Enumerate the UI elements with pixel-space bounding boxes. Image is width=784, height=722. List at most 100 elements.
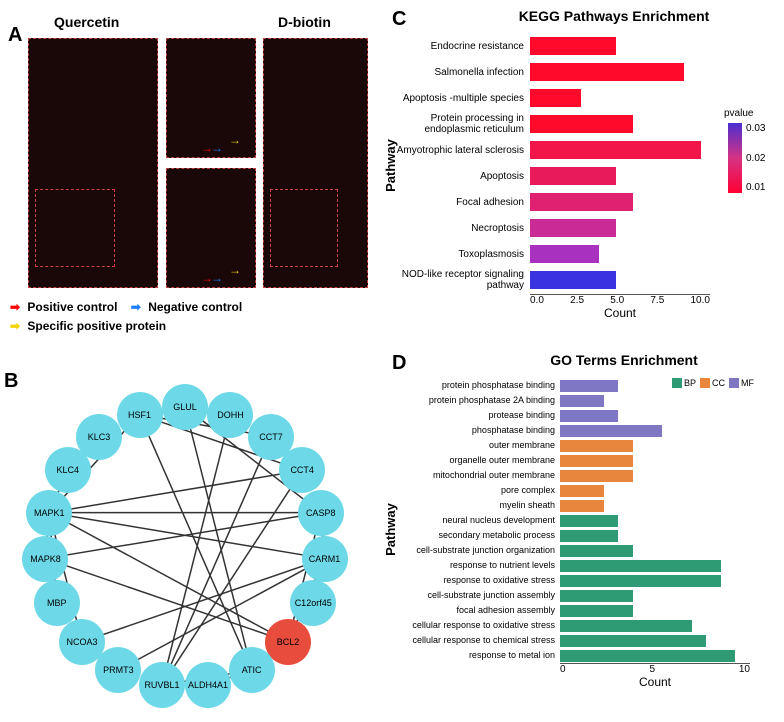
kegg-bar	[530, 271, 616, 289]
kegg-bar	[530, 167, 616, 185]
node-atic: ATIC	[229, 647, 275, 693]
go-label: neural nucleus development	[392, 516, 560, 525]
panel-d-title: GO Terms Enrichment	[472, 352, 776, 368]
kegg-bar	[530, 193, 633, 211]
panel-a-label: A	[8, 24, 22, 47]
node-mapk1: MAPK1	[26, 490, 72, 536]
panel-d-xlabel: Count	[560, 675, 750, 689]
network-diagram: GLULDOHHCCT7CCT4CASP8CARM1C12orf45BCL2AT…	[10, 380, 360, 710]
pvalue-gradient	[728, 123, 742, 193]
kegg-xaxis: 0.02.55.07.510.0	[530, 294, 710, 306]
kegg-bar	[530, 37, 616, 55]
node-carm1: CARM1	[302, 536, 348, 582]
go-bar	[560, 455, 633, 467]
panel-c: C KEGG Pathways Enrichment Pathway Endoc…	[392, 8, 776, 338]
kegg-label: Apoptosis	[392, 171, 530, 182]
node-hsf1: HSF1	[117, 392, 163, 438]
go-bar	[560, 635, 706, 647]
go-bar	[560, 515, 618, 527]
kegg-label: Apoptosis -multiple species	[392, 93, 530, 104]
node-mbp: MBP	[34, 580, 80, 626]
go-label: protein phosphatase binding	[392, 381, 560, 390]
blot-inset-upper: → → →	[166, 38, 256, 158]
go-label: cell-substrate junction organization	[392, 546, 560, 555]
go-bar	[560, 500, 604, 512]
go-bar	[560, 605, 633, 617]
go-chart: protein phosphatase binding protein phosp…	[392, 378, 776, 663]
node-mapk8: MAPK8	[22, 536, 68, 582]
kegg-chart: Endocrine resistance Salmonella infection…	[392, 34, 776, 292]
go-label: mitochondrial outer membrane	[392, 471, 560, 480]
title-dbiotin: D-biotin	[278, 14, 331, 30]
panel-a: A Quercetin D-biotin → → → → → → ➡ Posit…	[8, 10, 368, 360]
go-bar	[560, 380, 618, 392]
go-bar	[560, 575, 721, 587]
legend-specific: Specific positive protein	[27, 319, 166, 333]
go-bar	[560, 440, 633, 452]
legend-positive: Positive control	[27, 300, 117, 314]
go-xaxis: 0510	[560, 663, 750, 675]
kegg-bar	[530, 245, 599, 263]
go-bar	[560, 470, 633, 482]
go-bar	[560, 560, 721, 572]
kegg-bar	[530, 115, 633, 133]
go-label: protein phosphatase 2A binding	[392, 396, 560, 405]
kegg-label: Amyotrophic lateral sclerosis	[392, 145, 530, 156]
node-ruvbl1: RUVBL1	[139, 662, 185, 708]
kegg-bar	[530, 141, 701, 159]
blot-dbiotin	[263, 38, 368, 288]
node-aldh4a1: ALDH4A1	[185, 662, 231, 708]
go-bar	[560, 530, 618, 542]
go-label: response to metal ion	[392, 651, 560, 660]
node-klc3: KLC3	[76, 414, 122, 460]
arrow-negative-icon: ➡	[131, 300, 141, 314]
go-bar	[560, 590, 633, 602]
arrow-specific-icon: ➡	[10, 319, 20, 333]
kegg-label: NOD-like receptor signaling pathway	[392, 269, 530, 291]
panel-d: D GO Terms Enrichment Pathway BPCCMF pro…	[392, 352, 776, 714]
panel-c-title: KEGG Pathways Enrichment	[452, 8, 776, 24]
kegg-label: Focal adhesion	[392, 197, 530, 208]
legend-negative: Negative control	[148, 300, 242, 314]
go-label: outer membrane	[392, 441, 560, 450]
go-bar	[560, 485, 604, 497]
go-label: pore complex	[392, 486, 560, 495]
panel-c-label: C	[392, 8, 406, 31]
go-label: response to nutrient levels	[392, 561, 560, 570]
go-bar	[560, 395, 604, 407]
go-bar	[560, 425, 662, 437]
node-glul: GLUL	[162, 384, 208, 430]
title-quercetin: Quercetin	[54, 14, 119, 30]
go-label: cell-substrate junction assembly	[392, 591, 560, 600]
node-ncoa3: NCOA3	[59, 619, 105, 665]
kegg-label: Endocrine resistance	[392, 41, 530, 52]
go-bar	[560, 410, 618, 422]
go-label: protease binding	[392, 411, 560, 420]
go-label: secondary metabolic process	[392, 531, 560, 540]
go-bar	[560, 620, 692, 632]
kegg-bar	[530, 63, 684, 81]
go-label: organelle outer membrane	[392, 456, 560, 465]
arrow-positive-icon: ➡	[10, 300, 20, 314]
kegg-label: Salmonella infection	[392, 67, 530, 78]
panel-a-legend: ➡ Positive control ➡ Negative control ➡ …	[10, 298, 242, 336]
pvalue-legend: pvalue 0.030.020.01	[724, 108, 774, 193]
kegg-bar	[530, 89, 581, 107]
blot-inset-lower: → → →	[166, 168, 256, 288]
blot-quercetin	[28, 38, 158, 288]
go-label: phosphatase binding	[392, 426, 560, 435]
node-dohh: DOHH	[207, 392, 253, 438]
panel-d-label: D	[392, 352, 406, 375]
go-bar	[560, 650, 735, 662]
node-casp8: CASP8	[298, 490, 344, 536]
kegg-bar	[530, 219, 616, 237]
go-label: myelin sheath	[392, 501, 560, 510]
kegg-label: Necroptosis	[392, 223, 530, 234]
go-label: cellular response to oxidative stress	[392, 621, 560, 630]
go-label: response to oxidative stress	[392, 576, 560, 585]
pvalue-label: pvalue	[724, 108, 774, 119]
kegg-label: Toxoplasmosis	[392, 249, 530, 260]
kegg-label: Protein processing in endoplasmic reticu…	[392, 113, 530, 135]
go-label: focal adhesion assembly	[392, 606, 560, 615]
go-bar	[560, 545, 633, 557]
